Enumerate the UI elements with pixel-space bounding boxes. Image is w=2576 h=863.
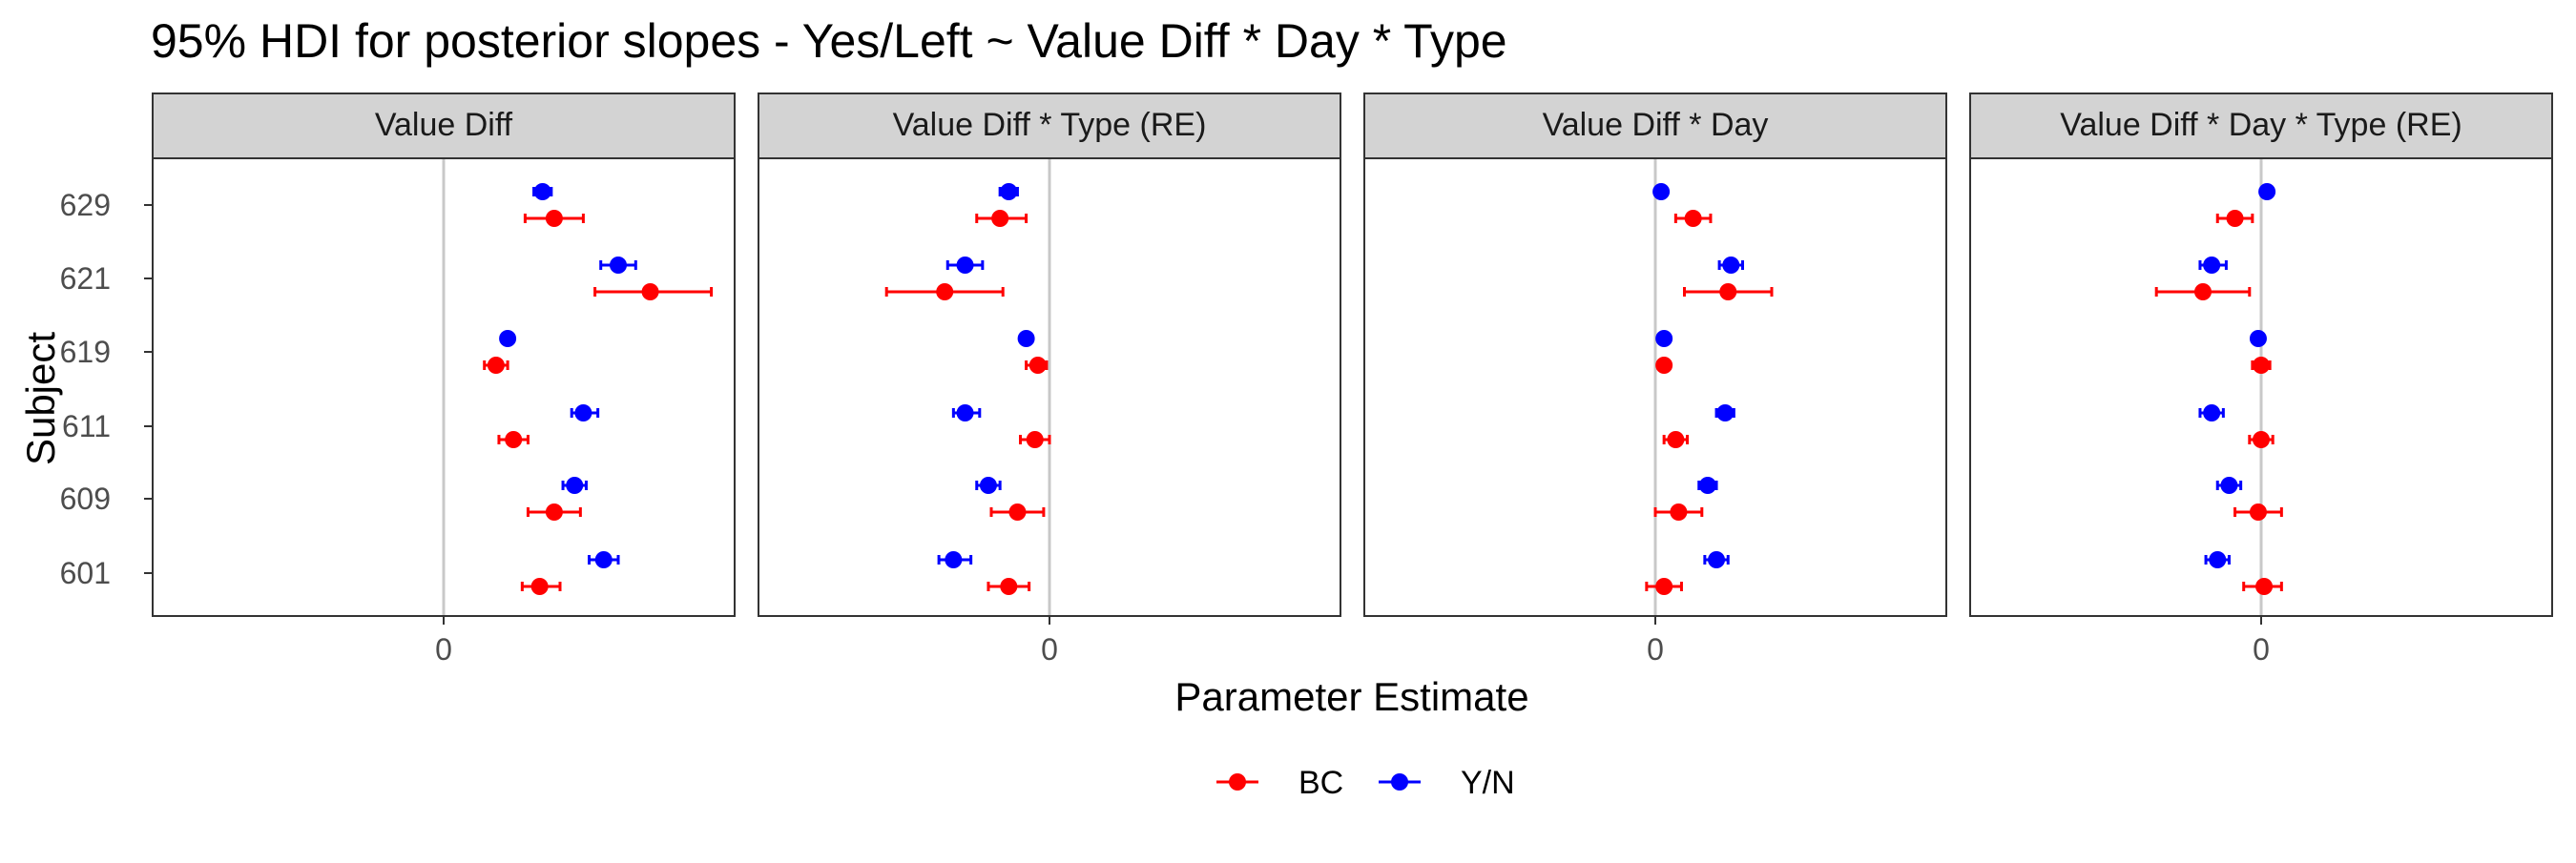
y-tick-label: 629 bbox=[60, 188, 111, 222]
point-estimate bbox=[2209, 551, 2227, 568]
point-estimate bbox=[2249, 330, 2267, 347]
point-estimate bbox=[1684, 210, 1702, 227]
facet-panel: Value Diff * Day * Type (RE) 0 bbox=[1969, 92, 2553, 667]
point-estimate bbox=[574, 404, 592, 421]
point-estimate bbox=[545, 503, 563, 521]
y-tick-label: 609 bbox=[60, 482, 111, 516]
point-estimate bbox=[979, 477, 997, 494]
point-estimate bbox=[610, 257, 627, 274]
point-estimate bbox=[2194, 283, 2212, 300]
point-estimate bbox=[1667, 431, 1685, 448]
point-estimate bbox=[2220, 477, 2238, 494]
point-estimate bbox=[1655, 330, 1673, 347]
point-estimate bbox=[1719, 283, 1737, 300]
point-estimate bbox=[1655, 357, 1673, 374]
y-tick-label: 611 bbox=[62, 409, 111, 443]
point-estimate bbox=[2203, 257, 2221, 274]
facet-strip-label: Value Diff bbox=[375, 107, 513, 143]
point-estimate bbox=[1000, 578, 1018, 595]
point-estimate bbox=[1017, 330, 1035, 347]
point-estimate bbox=[1670, 503, 1688, 521]
point-estimate bbox=[1652, 183, 1671, 200]
point-estimate bbox=[499, 330, 517, 347]
point-estimate bbox=[1028, 357, 1047, 374]
point-estimate bbox=[545, 210, 563, 227]
y-tick-label: 619 bbox=[60, 335, 111, 369]
point-estimate bbox=[956, 404, 974, 421]
point-estimate bbox=[1716, 404, 1735, 421]
facet-panel: Value Diff * Day 0 bbox=[1363, 92, 1947, 667]
point-estimate bbox=[533, 183, 551, 200]
point-estimate bbox=[1708, 551, 1726, 568]
facet-strip-label: Value Diff * Type (RE) bbox=[893, 107, 1207, 143]
point-estimate bbox=[566, 477, 584, 494]
point-estimate bbox=[487, 357, 505, 374]
x-axis-title: Parameter Estimate bbox=[1174, 674, 1528, 719]
y-tick-label: 621 bbox=[60, 261, 111, 296]
point-estimate bbox=[1008, 503, 1027, 521]
point-estimate bbox=[594, 551, 613, 568]
point-estimate bbox=[2253, 357, 2270, 374]
x-tick-label: 0 bbox=[1647, 632, 1664, 667]
point-estimate bbox=[2226, 210, 2244, 227]
facet-strip-label: Value Diff * Day bbox=[1543, 107, 1769, 143]
facet-panel: Value Diff * Type (RE) 0 bbox=[758, 92, 1341, 667]
point-estimate bbox=[1722, 257, 1740, 274]
x-tick-label: 0 bbox=[1041, 632, 1058, 667]
point-estimate bbox=[1655, 578, 1673, 595]
facet-strip-label: Value Diff * Day * Type (RE) bbox=[2060, 107, 2462, 143]
y-axis-title: Subject bbox=[18, 332, 63, 465]
point-estimate bbox=[530, 578, 549, 595]
x-tick-label: 0 bbox=[2253, 632, 2270, 667]
point-estimate bbox=[2258, 183, 2276, 200]
point-estimate bbox=[2203, 404, 2221, 421]
point-estimate bbox=[945, 551, 963, 568]
facet-strip bbox=[1969, 92, 2553, 159]
legend-key-point bbox=[1391, 773, 1408, 791]
facet-strip bbox=[758, 92, 1341, 159]
facet-strip bbox=[1363, 92, 1947, 159]
legend: BC Y/N bbox=[1216, 765, 1515, 801]
point-estimate bbox=[956, 257, 974, 274]
point-estimate bbox=[1026, 431, 1044, 448]
legend-key-point bbox=[1229, 773, 1246, 791]
point-estimate bbox=[641, 283, 659, 300]
point-estimate bbox=[2249, 503, 2267, 521]
point-estimate bbox=[2255, 578, 2274, 595]
legend-item: BC bbox=[1216, 765, 1343, 801]
x-tick-label: 0 bbox=[435, 632, 452, 667]
point-estimate bbox=[991, 210, 1009, 227]
point-estimate bbox=[1698, 477, 1716, 494]
point-estimate bbox=[2253, 431, 2270, 448]
y-tick-label: 601 bbox=[60, 556, 111, 590]
point-estimate bbox=[505, 431, 523, 448]
legend-label: BC bbox=[1298, 765, 1343, 801]
legend-label: Y/N bbox=[1461, 765, 1515, 801]
point-estimate bbox=[1000, 183, 1018, 200]
chart-title: 95% HDI for posterior slopes - Yes/Left … bbox=[151, 14, 1507, 68]
point-estimate bbox=[936, 283, 954, 300]
facet-panel: Value Diff 0 bbox=[152, 92, 736, 667]
legend-item: Y/N bbox=[1379, 765, 1515, 801]
